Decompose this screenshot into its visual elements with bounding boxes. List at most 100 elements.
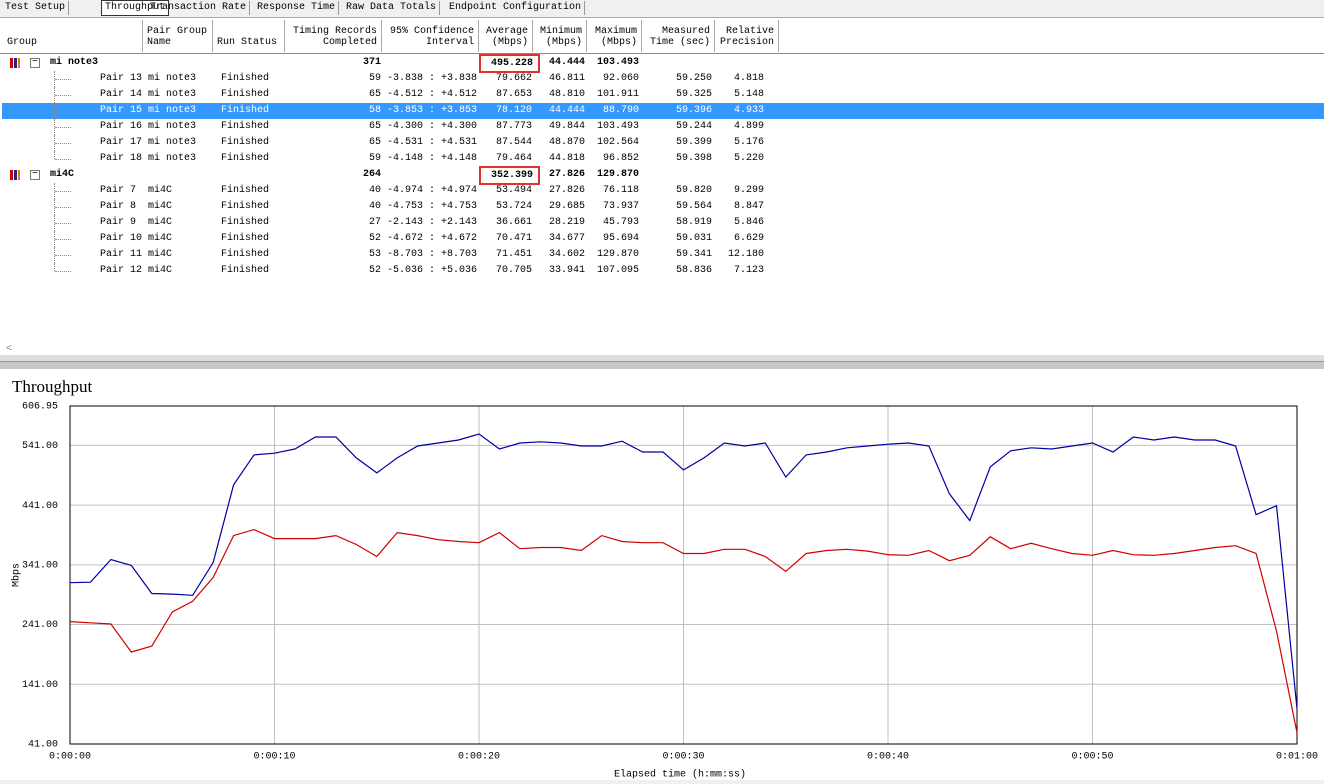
tree-line — [55, 79, 71, 80]
cell-text: 12.180 — [727, 249, 764, 260]
cell-text: Finished — [221, 249, 270, 260]
series-line — [69, 433, 1298, 709]
pair-row[interactable]: Pair 9 mi4C Finished 27 -2.143 : +2.143 36.66… — [2, 215, 1324, 231]
column-header[interactable]: Maximum (Mbps) — [587, 20, 642, 52]
tab[interactable]: Test Setup — [2, 1, 70, 15]
y-tick-label: 141.00 — [22, 680, 58, 691]
cell-text: 59.250 — [675, 73, 712, 84]
pair-row[interactable]: Pair 15 mi note3 Finished 58 -3.853 : +3.853… — [2, 103, 1324, 119]
column-header[interactable]: Pair Group Name — [143, 20, 213, 52]
collapse-box[interactable]: − — [30, 169, 40, 180]
cell-text: 7.123 — [733, 265, 764, 276]
cell-text: -8.703 : +8.703 — [386, 249, 477, 260]
pair-row[interactable]: Pair 14 mi note3 Finished 65 -4.512 : +4.512… — [2, 87, 1324, 103]
cell-text: 129.870 — [596, 249, 639, 260]
cell-text: 59.396 — [675, 105, 712, 116]
splitter[interactable] — [0, 361, 1324, 369]
group-row[interactable]: − mi4C 264 352.399 27.826 129.870 — [2, 166, 1324, 185]
column-header[interactable]: 95% Confidence Interval — [382, 20, 479, 52]
pair-row[interactable]: Pair 11 mi4C Finished 53 -8.703 : +8.703 71.4… — [2, 247, 1324, 263]
group-average: 352.399 — [478, 166, 541, 185]
tree-line — [55, 191, 71, 192]
header-text: Interval — [425, 37, 474, 48]
tree-line — [55, 159, 71, 160]
pair-row[interactable]: Pair 17 mi note3 Finished 65 -4.531 : +4.531… — [2, 135, 1324, 151]
cell-text: Pair 11 — [100, 249, 143, 260]
header-text: Average — [485, 26, 528, 37]
pair-row[interactable]: Pair 12 mi4C Finished 52 -5.036 : +5.036 70.7… — [2, 263, 1324, 279]
pair-row[interactable]: Pair 16 mi note3 Finished 65 -4.300 : +4.300… — [2, 119, 1324, 135]
column-header[interactable]: Group — [3, 20, 143, 52]
cell-text: Finished — [221, 217, 270, 228]
results-table: < Group Pair Group Name Run Status Timing Re… — [0, 17, 1324, 361]
cell-text: -4.531 : +4.531 — [386, 137, 477, 148]
cell-text: 4.899 — [733, 121, 764, 132]
group-minimum: 27.826 — [548, 169, 585, 180]
pair-row[interactable]: Pair 8 mi4C Finished 40 -4.753 : +4.753 53.72… — [2, 199, 1324, 215]
cell-text: 95.694 — [602, 233, 639, 244]
cell-text: 59.564 — [675, 201, 712, 212]
cell-text: 76.118 — [602, 185, 639, 196]
cell-text: 34.677 — [548, 233, 585, 244]
cell-text: -4.672 : +4.672 — [386, 233, 477, 244]
cell-text: mi note3 — [148, 121, 197, 132]
tab[interactable]: Response Time — [254, 1, 340, 15]
cell-text: 59.325 — [675, 89, 712, 100]
cell-text: 58.919 — [675, 217, 712, 228]
group-icon — [10, 58, 20, 68]
cell-text: mi note3 — [148, 105, 197, 116]
cell-text: 87.544 — [495, 137, 532, 148]
column-header[interactable]: Minimum (Mbps) — [533, 20, 587, 52]
cell-text: mi note3 — [148, 73, 197, 84]
plot-border — [69, 405, 1298, 745]
cell-text: Finished — [221, 137, 270, 148]
cell-text: Pair 16 — [100, 121, 143, 132]
cell-text: 46.811 — [548, 73, 585, 84]
tab[interactable]: Transaction Rate — [147, 1, 251, 15]
header-text: (Mbps) — [545, 37, 582, 48]
header-text: Timing Records — [292, 26, 377, 37]
cell-text: 107.095 — [596, 265, 639, 276]
group-maximum: 129.870 — [596, 169, 639, 180]
group-row[interactable]: − mi note3 371 495.228 44.444 103.493 — [2, 54, 1324, 73]
cell-text: Finished — [221, 73, 270, 84]
group-name: mi4C — [50, 169, 75, 180]
collapse-box[interactable]: − — [30, 57, 40, 68]
column-header[interactable]: Relative Precision — [715, 20, 779, 52]
tab[interactable]: Endpoint Configuration — [446, 1, 586, 15]
tree-line — [54, 103, 55, 119]
cell-text: 65 — [368, 89, 381, 100]
cell-text: Finished — [221, 89, 270, 100]
scrollbar[interactable] — [0, 355, 1324, 361]
cell-text: 87.653 — [495, 89, 532, 100]
column-header[interactable]: Timing Records Completed — [285, 20, 382, 52]
header-text: Maximum — [594, 26, 637, 37]
cell-text: 59.820 — [675, 185, 712, 196]
pair-row[interactable]: Pair 7 mi4C Finished 40 -4.974 : +4.974 53.49… — [2, 183, 1324, 199]
cell-text: Pair 18 — [100, 153, 143, 164]
cell-text: 49.844 — [548, 121, 585, 132]
cell-text: 5.220 — [733, 153, 764, 164]
scroll-left[interactable]: < — [6, 344, 13, 355]
pair-row[interactable]: Pair 13 mi note3 Finished 59 -3.838 : +3.838… — [2, 71, 1324, 87]
cell-text: 65 — [368, 137, 381, 148]
cell-text: 59.398 — [675, 153, 712, 164]
column-header[interactable]: Run Status — [213, 20, 285, 52]
tree-line — [55, 207, 71, 208]
tab[interactable]: Throughput — [101, 0, 170, 16]
pair-row[interactable]: Pair 18 mi note3 Finished 59 -4.148 : +4.148… — [2, 151, 1324, 167]
column-header[interactable]: Measured Time (sec) — [642, 20, 715, 52]
cell-text: 4.933 — [733, 105, 764, 116]
column-header[interactable]: Average (Mbps) — [479, 20, 533, 52]
tree-line — [54, 135, 55, 151]
cell-text: 53 — [368, 249, 381, 260]
cell-text: 5.846 — [733, 217, 764, 228]
y-tick-label: 441.00 — [22, 501, 58, 512]
pair-row[interactable]: Pair 10 mi4C Finished 52 -4.672 : +4.672 70.4… — [2, 231, 1324, 247]
tab[interactable]: Raw Data Totals — [343, 1, 441, 15]
cell-text: 40 — [368, 201, 381, 212]
cell-text: -4.512 : +4.512 — [386, 89, 477, 100]
cell-text: 101.911 — [596, 89, 639, 100]
cell-text: 71.451 — [495, 249, 532, 260]
cell-text: 44.818 — [548, 153, 585, 164]
